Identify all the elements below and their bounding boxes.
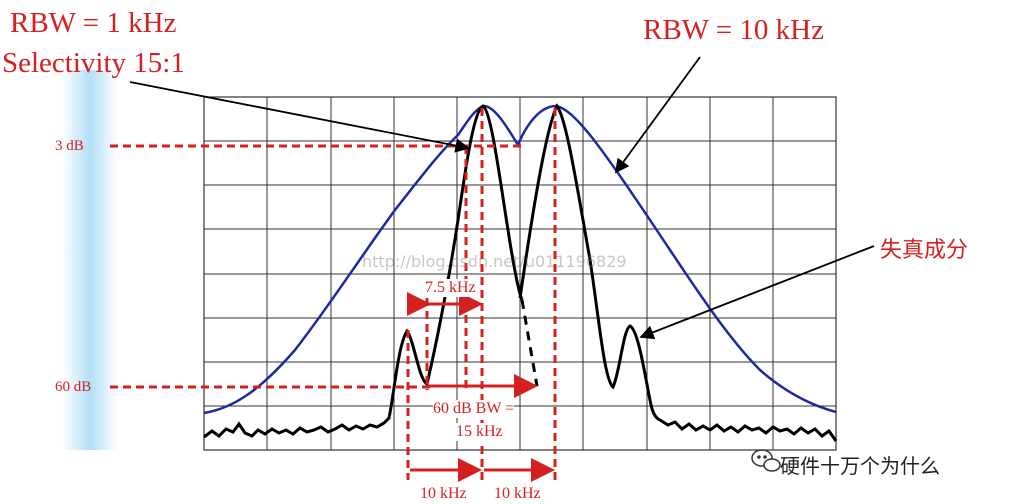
black-trace-right-lobe <box>518 103 838 442</box>
black-trace-rbw-1khz <box>203 104 524 439</box>
rbw-1khz-label: RBW = 1 kHz <box>10 7 177 39</box>
url-watermark: http://blog.csdn.net/u011196829 <box>362 252 627 271</box>
bw75-label: 7.5 kHz <box>425 279 476 297</box>
bw60-label-line1: 60 dB BW = <box>433 400 515 418</box>
distortion-label: 失真成分 <box>880 238 969 263</box>
watermark-text: 硬件十万个为什么 <box>780 454 940 478</box>
khz10-right-label: 10 kHz <box>494 485 541 502</box>
black-trace-dashed-segment <box>520 299 539 387</box>
selectivity-label: Selectivity 15:1 <box>2 47 185 79</box>
light-blue-glow <box>62 70 118 450</box>
rbw-10khz-label: RBW = 10 kHz <box>643 14 824 46</box>
bw60-label-line2: 15 kHz <box>456 423 503 441</box>
db3-label: 3 dB <box>55 138 84 154</box>
khz10-left-label: 10 kHz <box>420 485 467 502</box>
db60-label: 60 dB <box>55 379 92 395</box>
black-leader-lines <box>129 56 875 340</box>
red-dimension-arrows <box>407 292 555 482</box>
wechat-bubble-icon <box>751 449 781 472</box>
